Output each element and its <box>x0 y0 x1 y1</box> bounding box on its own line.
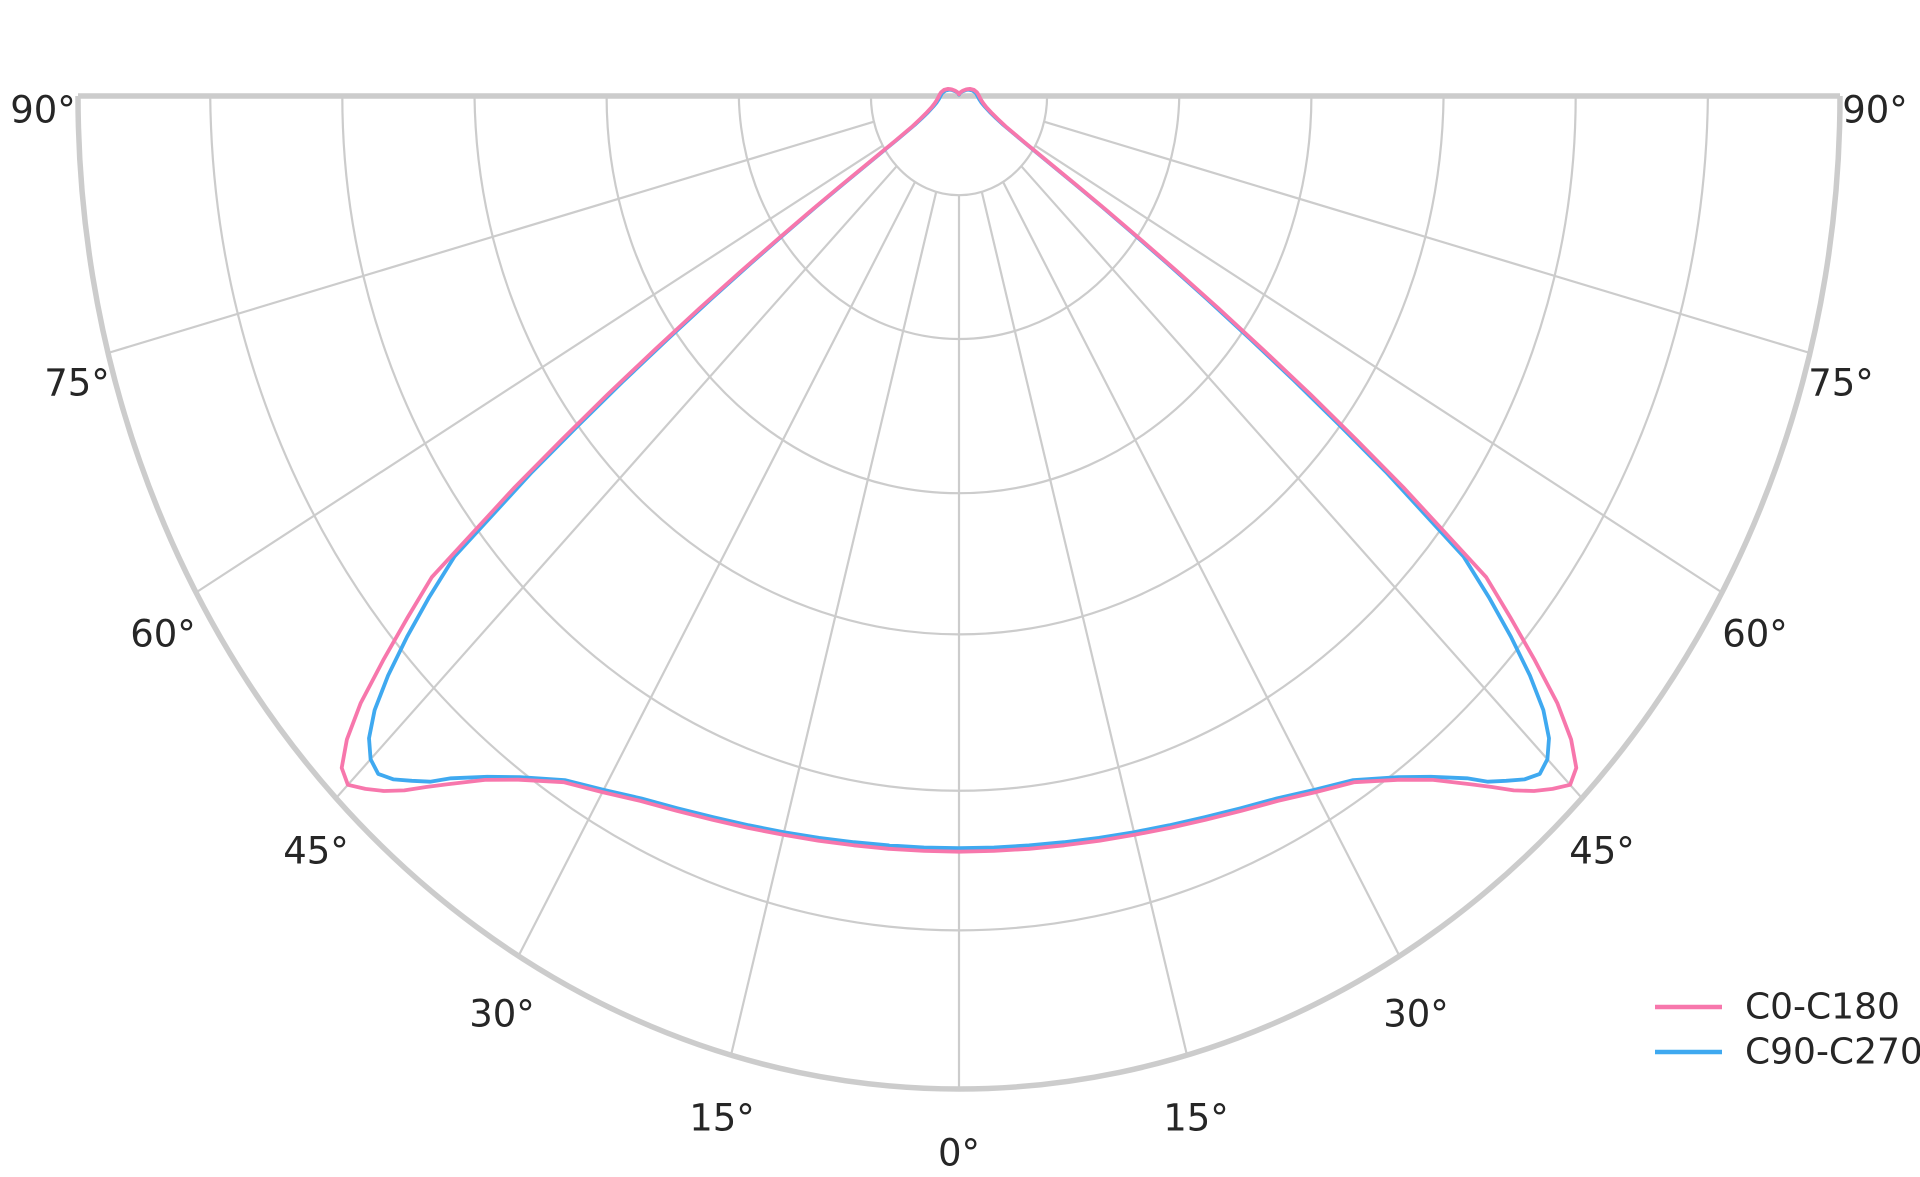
angle-label-30-left: 30° <box>469 993 535 1036</box>
angle-label-60-right: 60° <box>1722 613 1788 656</box>
angle-label-90-left: 90° <box>10 89 76 132</box>
angle-label-45-left: 45° <box>283 830 349 873</box>
angle-gridline-15-right <box>980 191 1189 1056</box>
angle-tick-labels: 90° 75° 60° 45° 30° 15° 0° 15° 30° 45° 6… <box>10 89 1908 1175</box>
legend-label-c0-c180: C0-C180 <box>1745 987 1900 1028</box>
angle-gridline-75-right <box>1043 120 1811 355</box>
angle-gridline-45-left <box>335 165 898 799</box>
radial-tick-arc <box>869 95 1049 197</box>
legend: C0-C180 C90-C270 <box>1655 987 1920 1073</box>
angle-label-75-right: 75° <box>1808 362 1874 405</box>
angle-label-15-right: 15° <box>1163 1097 1229 1140</box>
angle-gridline-75-left <box>107 120 875 355</box>
angle-label-90-right: 90° <box>1842 89 1908 132</box>
polar-grid <box>75 93 1843 1092</box>
angle-label-15-left: 15° <box>689 1097 755 1140</box>
angle-gridline-60-left <box>195 144 884 594</box>
angle-label-60-left: 60° <box>130 613 196 656</box>
intensity-curves <box>339 87 1579 854</box>
curve-c0-c180 <box>339 87 1579 854</box>
angle-label-75-left: 75° <box>44 362 110 405</box>
angle-label-30-right: 30° <box>1383 993 1449 1036</box>
legend-label-c90-c270: C90-C270 <box>1745 1032 1920 1073</box>
angle-gridline-45-right <box>1020 165 1583 799</box>
angle-gridline-30-right <box>1002 181 1401 957</box>
angle-gridline-15-left <box>729 191 938 1056</box>
angle-label-45-right: 45° <box>1569 830 1635 873</box>
angle-gridline-30-left <box>517 181 916 957</box>
angle-label-0: 0° <box>938 1132 980 1175</box>
angle-gridline-60-right <box>1034 144 1723 594</box>
